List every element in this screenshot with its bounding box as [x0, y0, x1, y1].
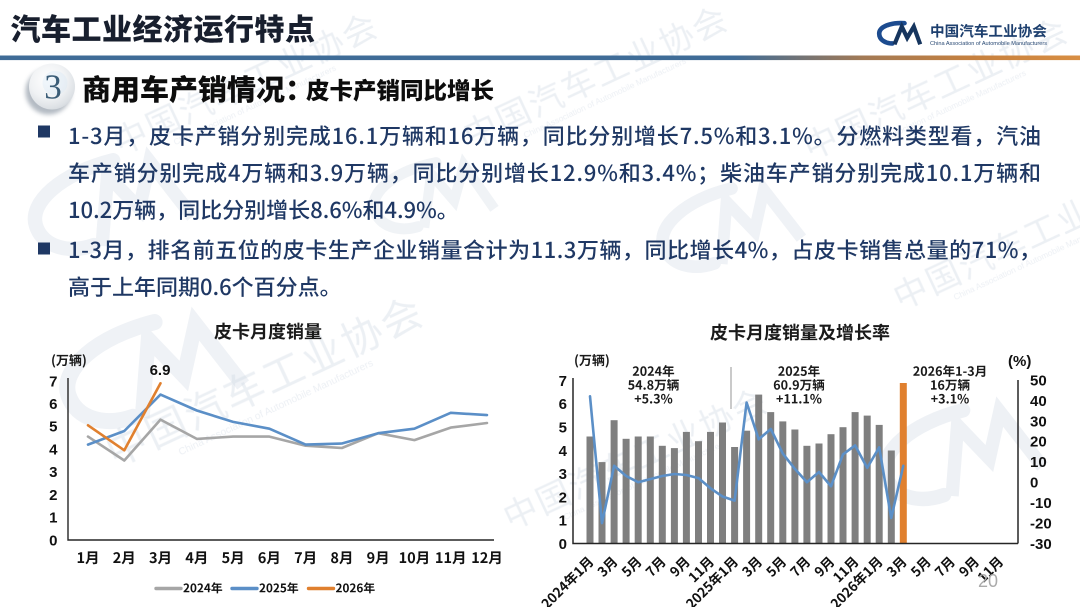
svg-text:5: 5	[559, 420, 567, 437]
svg-text:1: 1	[559, 513, 567, 530]
svg-text:40: 40	[1030, 393, 1047, 410]
svg-text:10: 10	[1030, 454, 1047, 471]
svg-text:7: 7	[49, 373, 57, 390]
svg-text:0: 0	[559, 536, 567, 553]
svg-text:6: 6	[49, 396, 57, 413]
svg-text:0: 0	[1030, 475, 1038, 492]
svg-text:3: 3	[49, 464, 57, 481]
svg-text:4: 4	[49, 441, 58, 458]
svg-text:2: 2	[49, 487, 57, 504]
svg-text:30: 30	[1030, 413, 1047, 430]
svg-text:-10: -10	[1030, 495, 1052, 512]
svg-text:50: 50	[1030, 372, 1047, 389]
svg-text:1: 1	[49, 510, 57, 527]
svg-text:20: 20	[978, 571, 998, 591]
svg-text:2: 2	[559, 489, 567, 506]
svg-text:-20: -20	[1030, 516, 1052, 533]
svg-text:0: 0	[49, 532, 57, 549]
svg-text:20: 20	[1030, 434, 1047, 451]
svg-text:-30: -30	[1030, 536, 1052, 553]
svg-text:(%): (%)	[1008, 353, 1031, 370]
svg-text:China Association of Automobil: China Association of Automobile Manufact…	[930, 41, 1047, 47]
svg-text:3: 3	[44, 68, 62, 107]
svg-text:3: 3	[559, 466, 567, 483]
svg-text:7: 7	[559, 373, 567, 390]
svg-text:6: 6	[559, 396, 567, 413]
svg-text:5: 5	[49, 419, 57, 436]
svg-text:6.9: 6.9	[150, 362, 171, 379]
svg-text:4: 4	[559, 443, 568, 460]
